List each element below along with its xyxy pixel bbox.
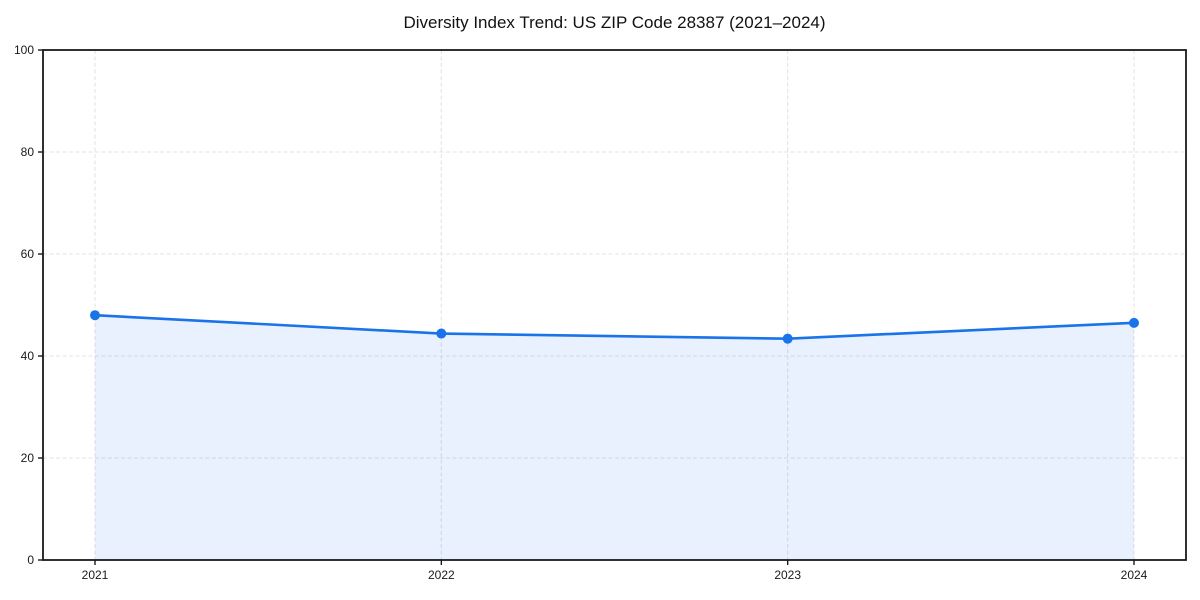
data-point-2023 [782, 333, 793, 344]
y-tick-label: 60 [21, 247, 35, 261]
y-tick-label: 100 [14, 43, 34, 57]
y-tick-label: 20 [21, 451, 35, 465]
data-point-2021 [90, 310, 100, 321]
data-point-2022 [436, 328, 447, 339]
y-tick-label: 0 [27, 553, 34, 567]
trend-line [93, 313, 1136, 340]
chart-title: Diversity Index Trend: US ZIP Code 28387… [403, 13, 826, 32]
x-tick-label: 2021 [82, 568, 109, 582]
x-tick-label: 2024 [1121, 568, 1148, 582]
y-tick-label: 80 [21, 145, 35, 159]
data-point-2024 [1129, 317, 1139, 328]
area-fill [95, 315, 1134, 560]
x-tick-label: 2022 [428, 568, 455, 582]
axes-spines [42, 49, 1187, 561]
y-tick-label: 40 [21, 349, 35, 363]
x-tick-label: 2023 [774, 568, 801, 582]
